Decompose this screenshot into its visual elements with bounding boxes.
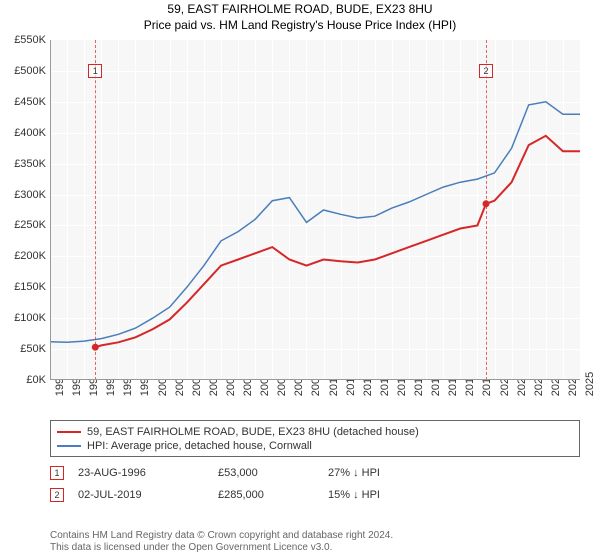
event-pct: 27% ↓ HPI bbox=[328, 467, 448, 479]
y-tick-label: £500K bbox=[0, 65, 46, 77]
event-pct: 15% ↓ HPI bbox=[328, 489, 448, 501]
event-dash-line bbox=[486, 40, 487, 380]
event-date: 02-JUL-2019 bbox=[78, 489, 218, 501]
event-marker-icon: 1 bbox=[50, 466, 64, 480]
event-marker-box: 1 bbox=[88, 64, 102, 78]
event-price: £53,000 bbox=[218, 467, 328, 479]
y-tick-label: £550K bbox=[0, 34, 46, 46]
legend-label: 59, EAST FAIRHOLME ROAD, BUDE, EX23 8HU … bbox=[87, 425, 419, 439]
y-tick-label: £0K bbox=[0, 374, 46, 386]
legend-item: HPI: Average price, detached house, Corn… bbox=[57, 439, 573, 453]
x-tick-label: 2025 bbox=[584, 372, 596, 396]
y-tick-label: £150K bbox=[0, 281, 46, 293]
legend-item: 59, EAST FAIRHOLME ROAD, BUDE, EX23 8HU … bbox=[57, 425, 573, 439]
legend-swatch-icon bbox=[57, 445, 81, 447]
series-line bbox=[50, 102, 580, 342]
event-marker-icon: 2 bbox=[50, 488, 64, 502]
y-tick-label: £300K bbox=[0, 189, 46, 201]
event-row: 2 02-JUL-2019 £285,000 15% ↓ HPI bbox=[50, 484, 580, 506]
footer-line1: Contains HM Land Registry data © Crown c… bbox=[50, 530, 580, 542]
footer-line2: This data is licensed under the Open Gov… bbox=[50, 542, 580, 554]
y-tick-label: £50K bbox=[0, 343, 46, 355]
chart-plot-area: 12 bbox=[50, 40, 580, 380]
chart-container: 59, EAST FAIRHOLME ROAD, BUDE, EX23 8HU … bbox=[0, 0, 600, 560]
event-price: £285,000 bbox=[218, 489, 328, 501]
legend: 59, EAST FAIRHOLME ROAD, BUDE, EX23 8HU … bbox=[50, 420, 580, 457]
y-tick-label: £250K bbox=[0, 219, 46, 231]
legend-swatch-icon bbox=[57, 431, 81, 433]
event-dash-line bbox=[95, 40, 96, 380]
series-line bbox=[95, 136, 580, 347]
chart-lines-svg bbox=[50, 40, 580, 380]
event-row: 1 23-AUG-1996 £53,000 27% ↓ HPI bbox=[50, 462, 580, 484]
event-table: 1 23-AUG-1996 £53,000 27% ↓ HPI 2 02-JUL… bbox=[50, 462, 580, 506]
event-date: 23-AUG-1996 bbox=[78, 467, 218, 479]
footer-note: Contains HM Land Registry data © Crown c… bbox=[50, 530, 580, 554]
y-tick-label: £200K bbox=[0, 250, 46, 262]
y-tick-label: £450K bbox=[0, 96, 46, 108]
title-subtitle: Price paid vs. HM Land Registry's House … bbox=[0, 18, 600, 32]
event-marker-box: 2 bbox=[479, 64, 493, 78]
title-block: 59, EAST FAIRHOLME ROAD, BUDE, EX23 8HU … bbox=[0, 2, 600, 32]
legend-label: HPI: Average price, detached house, Corn… bbox=[87, 439, 312, 453]
y-tick-label: £400K bbox=[0, 127, 46, 139]
y-tick-label: £100K bbox=[0, 312, 46, 324]
title-address: 59, EAST FAIRHOLME ROAD, BUDE, EX23 8HU bbox=[0, 2, 600, 16]
y-tick-label: £350K bbox=[0, 158, 46, 170]
